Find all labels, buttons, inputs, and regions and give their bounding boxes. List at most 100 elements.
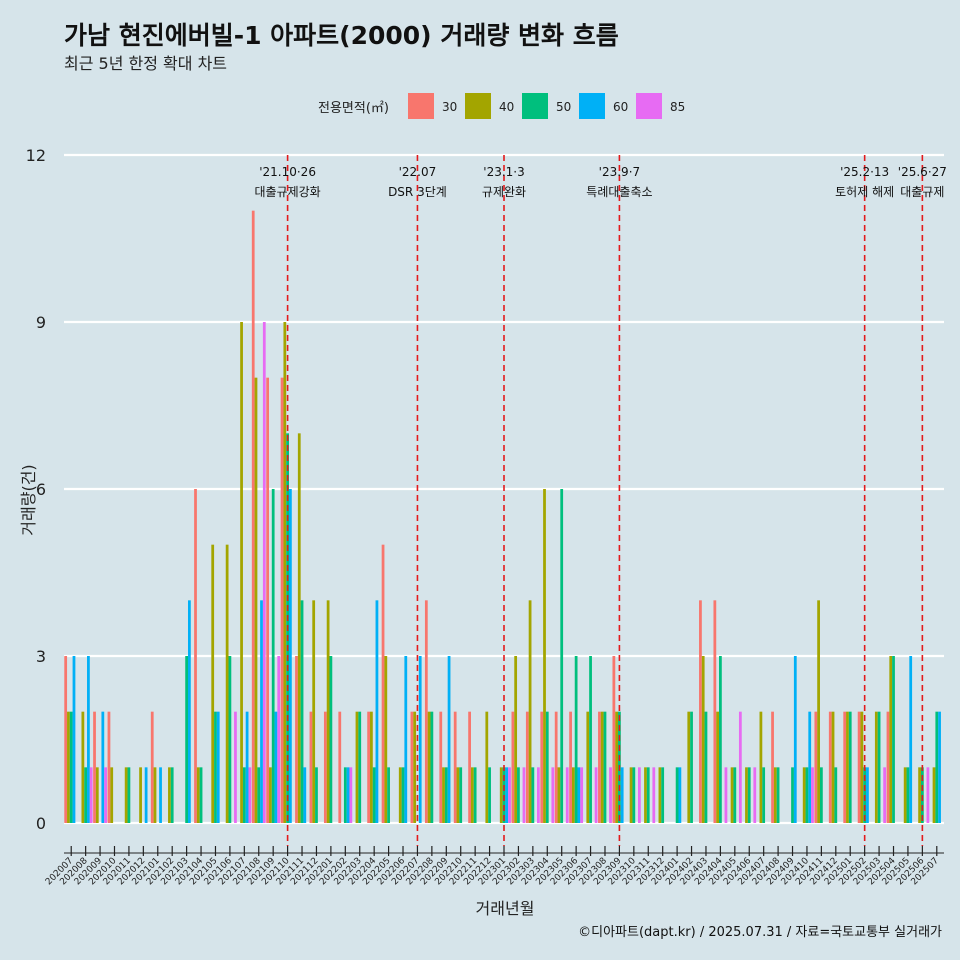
bar-50-202211 xyxy=(473,767,477,823)
bar-60-202309 xyxy=(620,767,624,823)
legend-label-50: 50 xyxy=(556,100,571,114)
bar-30-202404 xyxy=(713,600,717,823)
bar-50-202108 xyxy=(257,767,261,823)
bar-85-202008 xyxy=(89,767,93,823)
bar-50-202007 xyxy=(69,711,73,823)
event-date: '22.07 xyxy=(399,165,437,179)
bar-85-202406 xyxy=(753,767,757,823)
legend: 전용면적(㎡) 30 40 50 60 85 xyxy=(318,93,685,119)
bar-50-202401 xyxy=(675,767,679,823)
bar-60-202103 xyxy=(188,600,191,823)
bar-30-202007 xyxy=(64,656,68,823)
bar-50-202409 xyxy=(791,767,794,823)
bar-40-202503 xyxy=(874,711,878,823)
event-label: 대출규제강화 xyxy=(254,185,320,199)
bar-40-202203 xyxy=(355,711,359,823)
bar-60-202110 xyxy=(288,489,292,823)
bar-30-202210 xyxy=(453,711,457,823)
bar-50-202312 xyxy=(661,767,665,823)
bar-30-202208 xyxy=(424,600,428,823)
y-tick-label: 0 xyxy=(36,814,46,833)
bar-30-202411 xyxy=(814,711,818,823)
bar-50-202410 xyxy=(805,767,809,823)
bar-50-202406 xyxy=(747,767,751,823)
bar-30-202211 xyxy=(468,711,471,823)
bar-50-202306 xyxy=(574,656,578,823)
bar-40-202307 xyxy=(586,711,590,823)
bar-40-202311 xyxy=(644,767,647,823)
bar-60-202502 xyxy=(866,767,869,823)
bar-85-202301 xyxy=(508,767,511,823)
bar-40-202412 xyxy=(831,711,835,823)
bar-85-202404 xyxy=(724,767,728,823)
bar-40-202104 xyxy=(196,767,200,823)
bar-85-202302 xyxy=(522,767,526,823)
bar-40-202111 xyxy=(297,433,301,823)
bar-50-202503 xyxy=(877,711,881,823)
bar-50-202303 xyxy=(531,767,535,823)
bar-50-202310 xyxy=(632,767,636,823)
bar-30-202201 xyxy=(323,711,327,823)
bar-60-202207 xyxy=(418,656,422,823)
bar-85-202106 xyxy=(234,711,237,823)
bar-40-202507 xyxy=(932,767,936,823)
bar-30-202502 xyxy=(857,711,861,823)
bar-50-202408 xyxy=(776,767,780,823)
bar-50-202008 xyxy=(84,767,88,823)
bar-40-202302 xyxy=(514,656,518,823)
bar-30-202309 xyxy=(612,656,616,823)
legend-swatch-50 xyxy=(522,93,548,119)
bar-60-202101 xyxy=(159,767,162,823)
bar-85-202307 xyxy=(594,767,598,823)
bar-40-202310 xyxy=(629,767,633,823)
bar-40-202501 xyxy=(846,711,849,823)
bar-50-202103 xyxy=(185,656,189,823)
bar-50-202202 xyxy=(343,767,347,823)
legend-items: 30 40 50 60 85 xyxy=(408,93,685,119)
bar-40-202306 xyxy=(571,767,575,823)
bar-40-202404 xyxy=(716,711,720,823)
bar-50-202407 xyxy=(762,767,766,823)
bar-40-202406 xyxy=(745,767,748,823)
bar-40-202112 xyxy=(312,600,316,823)
y-axis: 0 3 6 9 12 xyxy=(26,146,46,833)
bar-60-202111 xyxy=(303,767,307,823)
bar-85-202009 xyxy=(104,767,107,823)
bar-60-202410 xyxy=(808,711,812,823)
bar-40-202212 xyxy=(485,711,489,823)
event-date: '25.2·13 xyxy=(840,165,889,179)
bar-85-202107 xyxy=(248,767,252,823)
event-label: 규제완화 xyxy=(482,185,526,199)
bar-40-202208 xyxy=(427,711,431,823)
bar-50-202402 xyxy=(690,711,693,823)
bar-85-202306 xyxy=(580,767,584,823)
legend-swatch-40 xyxy=(465,93,491,119)
bar-30-202112 xyxy=(309,711,313,823)
bar-50-202304 xyxy=(545,711,549,823)
bar-40-202505 xyxy=(903,767,907,823)
bar-40-202407 xyxy=(759,711,763,823)
legend-label-85: 85 xyxy=(670,100,685,114)
bar-30-202109 xyxy=(266,377,270,823)
bar-30-202306 xyxy=(569,711,572,823)
legend-label-30: 30 xyxy=(442,100,457,114)
bar-40-202403 xyxy=(701,656,705,823)
x-axis: 2020072020082020092020102020112020122021… xyxy=(44,846,944,887)
bar-40-202102 xyxy=(168,767,171,823)
bar-85-202310 xyxy=(637,767,641,823)
bar-40-202304 xyxy=(543,489,546,823)
legend-label-40: 40 xyxy=(499,100,514,114)
bar-40-202205 xyxy=(384,656,388,823)
bar-30-202303 xyxy=(525,711,529,823)
bar-50-202412 xyxy=(834,767,838,823)
legend-swatch-30 xyxy=(408,93,434,119)
event-date: '23.9·7 xyxy=(599,165,640,179)
bar-60-202507 xyxy=(938,711,941,823)
bar-40-202504 xyxy=(889,656,893,823)
bar-30-202104 xyxy=(194,489,197,823)
bar-50-202308 xyxy=(603,711,607,823)
bar-30-202010 xyxy=(107,711,111,823)
event-label: 토허제 해제 xyxy=(835,185,894,199)
bar-40-202408 xyxy=(773,767,777,823)
event-date: '23.1·3 xyxy=(483,165,524,179)
